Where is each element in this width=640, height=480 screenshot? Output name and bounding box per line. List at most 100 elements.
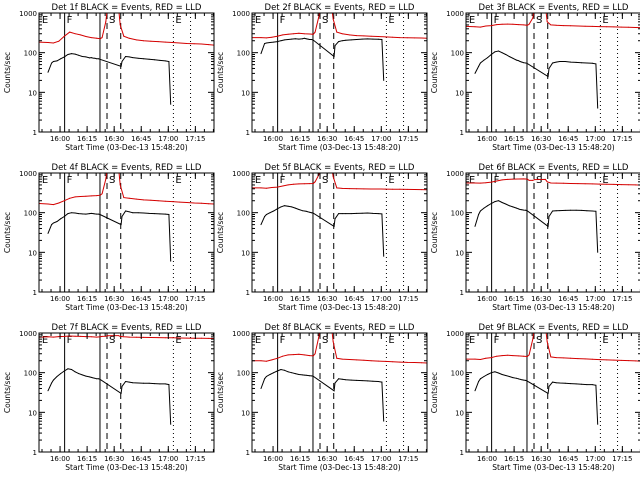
phase-marker-label: E	[469, 335, 475, 346]
lld-data-point	[613, 183, 615, 185]
events-data-point	[164, 60, 166, 62]
y-tick-label: 1000	[19, 330, 37, 338]
events-data-point	[309, 375, 311, 377]
y-tick-label: 100	[451, 50, 464, 58]
lld-data-point	[606, 183, 608, 185]
events-data-point	[521, 379, 523, 381]
events-data-point	[381, 213, 383, 215]
y-tick-label: 1	[33, 289, 37, 297]
y-tick-label: 10	[28, 89, 37, 97]
lld-data-point	[309, 183, 311, 185]
events-data-point	[89, 213, 90, 215]
events-data-point	[307, 211, 309, 213]
events-data-point	[508, 56, 510, 57]
chart-title: Det 3f BLACK = Events, RED = LLD	[479, 3, 629, 13]
events-data-point	[377, 38, 379, 40]
lld-data-point	[550, 356, 552, 358]
lld-data-point	[186, 43, 188, 44]
lld-data-point	[200, 43, 202, 45]
chart-title: Det 5f BLACK = Events, RED = LLD	[265, 163, 415, 173]
events-data-point	[154, 213, 155, 215]
lld-data-point	[298, 183, 300, 185]
lld-data-point	[80, 196, 81, 197]
events-data-point	[170, 260, 172, 262]
events-data-point	[372, 212, 374, 214]
events-data-point	[159, 213, 161, 215]
lld-data-point	[80, 335, 81, 337]
events-data-point	[523, 62, 525, 64]
events-data-point	[269, 42, 271, 43]
events-data-point	[517, 378, 519, 380]
lld-data-point	[314, 181, 316, 183]
lld-data-point	[620, 26, 622, 28]
lld-data-point	[208, 203, 210, 205]
events-data-point	[505, 375, 507, 376]
x-tick-label: 16:45	[344, 295, 364, 303]
events-data-point	[92, 213, 94, 215]
events-data-point	[154, 383, 155, 385]
x-tick-label: 16:45	[131, 135, 151, 143]
events-data-point	[94, 57, 96, 59]
x-tick-label: 16:30	[104, 455, 124, 463]
lld-data-point	[282, 34, 284, 36]
events-data-point	[575, 61, 577, 63]
events-data-point	[121, 61, 123, 62]
lld-data-point	[119, 184, 121, 186]
lld-data-point	[99, 38, 101, 40]
lld-data-point	[265, 360, 267, 362]
x-tick-label: 17:00	[158, 295, 178, 303]
plot-frame	[465, 332, 640, 453]
phase-marker-label: E	[175, 175, 181, 186]
lld-data-point	[570, 183, 572, 184]
x-axis-label: Start Time (03-Dec-13 15:48:20)	[278, 143, 400, 152]
lld-data-point	[496, 355, 498, 357]
x-tick-label: 16:30	[317, 135, 337, 143]
events-data-point	[521, 209, 523, 211]
events-data-point	[338, 213, 340, 215]
lld-data-point	[314, 31, 316, 33]
events-data-point	[298, 38, 300, 40]
events-data-point	[383, 79, 385, 81]
lld-data-point	[413, 189, 415, 190]
events-data-point	[311, 39, 312, 40]
events-data-point	[356, 39, 358, 40]
events-data-point	[586, 62, 588, 64]
events-data-point	[168, 384, 170, 386]
lld-data-point	[47, 42, 49, 43]
plot-frame	[465, 172, 640, 293]
events-data-point	[383, 420, 385, 422]
lld-data-point	[532, 338, 534, 340]
events-data-point	[505, 54, 507, 55]
lld-data-point	[584, 358, 586, 360]
events-data-point	[99, 378, 101, 380]
events-data-point	[98, 58, 99, 60]
y-tick-label: 1000	[446, 170, 464, 178]
events-data-point	[120, 392, 122, 394]
events-data-point	[519, 61, 521, 62]
lld-data-point	[406, 361, 408, 363]
x-tick-label: 17:15	[612, 135, 632, 143]
lld-data-point	[528, 23, 530, 25]
lld-data-point	[570, 25, 572, 27]
lld-data-point	[85, 336, 87, 338]
chart-panel: Det 7f BLACK = Events, RED = LLD E F S E 1 10 1…	[3, 323, 215, 472]
events-data-point	[96, 213, 98, 215]
events-data-point	[90, 376, 92, 378]
events-data-point	[595, 63, 597, 65]
events-data-point	[170, 103, 172, 105]
events-data-point	[63, 56, 65, 58]
events-data-point	[269, 374, 271, 375]
lld-data-point	[101, 37, 103, 39]
lld-data-point	[164, 200, 166, 202]
lld-data-point	[135, 336, 137, 338]
events-data-point	[78, 54, 80, 56]
lld-data-point	[52, 42, 54, 44]
events-data-point	[367, 38, 368, 40]
lld-data-point	[193, 202, 195, 204]
events-data-point	[367, 212, 368, 214]
phase-marker-label: S	[109, 15, 115, 26]
events-data-point	[307, 375, 309, 376]
lld-data-point	[523, 355, 525, 357]
events-data-point	[164, 383, 166, 385]
events-data-point	[564, 209, 566, 211]
